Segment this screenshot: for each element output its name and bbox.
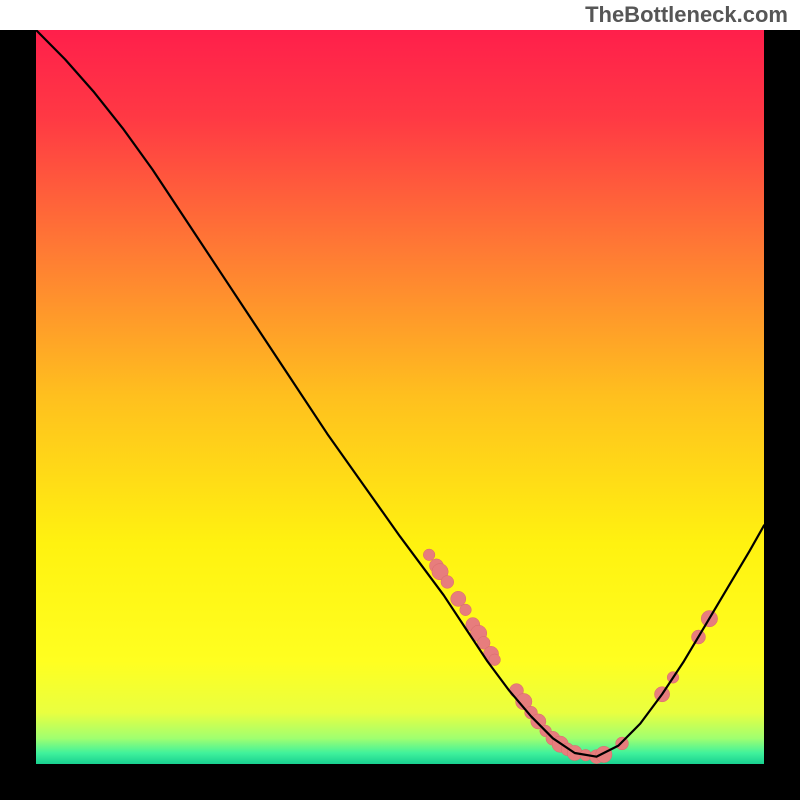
bottleneck-chart: [0, 0, 800, 800]
data-point: [423, 549, 435, 561]
chart-container: TheBottleneck.com: [0, 0, 800, 800]
watermark-text: TheBottleneck.com: [585, 2, 788, 28]
data-point: [460, 604, 472, 616]
data-point: [441, 576, 454, 589]
data-point: [596, 746, 612, 762]
